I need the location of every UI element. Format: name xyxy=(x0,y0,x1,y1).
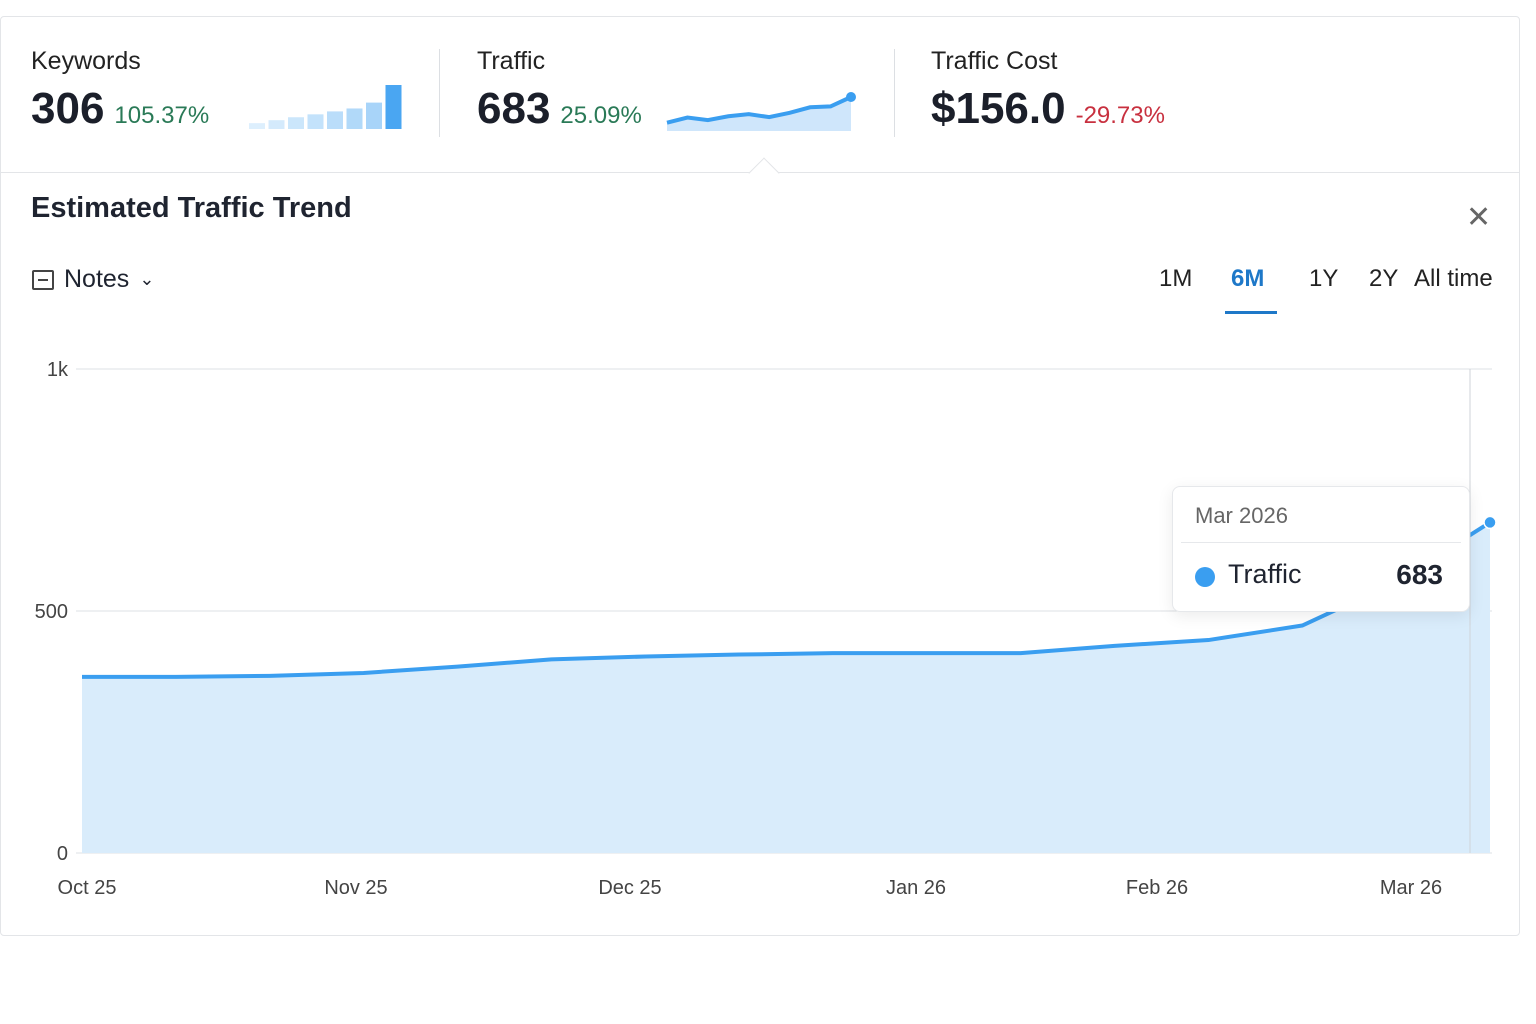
tab-6m[interactable]: 6M xyxy=(1231,265,1265,292)
metric-value: 306 xyxy=(31,84,105,133)
hover-point xyxy=(1483,515,1497,530)
metric-change: 25.09% xyxy=(560,102,642,129)
metric-label: Traffic Cost xyxy=(931,47,1058,75)
spark-bar xyxy=(385,85,402,129)
chevron-down-icon: ⌄ xyxy=(139,269,155,289)
notes-dropdown[interactable]: Notes ⌄ xyxy=(32,265,154,294)
notes-label: Notes xyxy=(64,265,130,293)
spark-bar xyxy=(268,120,285,129)
panel-title: Estimated Traffic Trend xyxy=(31,192,352,224)
traffic-line xyxy=(82,520,1492,679)
x-tick-label: Feb 26 xyxy=(1126,877,1188,899)
spark-bar xyxy=(307,114,324,129)
spark-area xyxy=(667,97,851,131)
metric-label: Keywords xyxy=(31,47,141,75)
traffic-area xyxy=(82,522,1490,853)
chart-tooltip: Mar 2026 Traffic 683 xyxy=(1172,486,1470,612)
metric-value: $156.0 xyxy=(931,84,1066,133)
divider xyxy=(1181,542,1461,543)
close-icon[interactable]: ✕ xyxy=(1466,201,1492,234)
divider xyxy=(894,49,895,137)
traffic-chart[interactable]: 0 500 1k Oct 25 Nov 25 Dec 25 Jan 26 Feb 26 Mar … xyxy=(0,340,1536,920)
x-tick-label: Oct 25 xyxy=(58,877,117,899)
traffic-sparkline xyxy=(666,92,856,131)
tab-all-time[interactable]: All time xyxy=(1414,265,1493,292)
x-tick-label: Dec 25 xyxy=(598,877,661,899)
tab-2y[interactable]: 2Y xyxy=(1369,265,1399,292)
x-tick-label: Mar 26 xyxy=(1380,877,1442,899)
active-tab-underline xyxy=(1225,311,1277,314)
keywords-sparkline xyxy=(249,85,402,129)
metric-traffic-cost[interactable]: Traffic Cost $156.0 -29.73% xyxy=(931,47,1165,134)
metric-value: 683 xyxy=(477,84,551,133)
metrics-bar: Keywords 306 105.37% Traffic 683 25.09% Tr… xyxy=(1,17,1519,173)
tooltip-date: Mar 2026 xyxy=(1195,503,1288,528)
tooltip-series: Traffic xyxy=(1228,559,1302,589)
y-tick-label: 0 xyxy=(57,843,68,865)
spark-bar xyxy=(327,111,343,129)
divider xyxy=(439,49,440,137)
spark-bar xyxy=(288,117,304,129)
metric-change: -29.73% xyxy=(1075,102,1165,129)
metric-keywords[interactable]: Keywords 306 105.37% xyxy=(31,47,209,134)
spark-end-dot xyxy=(846,92,856,102)
y-tick-label: 1k xyxy=(47,359,69,381)
x-tick-label: Jan 26 xyxy=(886,877,946,899)
series-dot-icon xyxy=(1195,567,1215,587)
notes-icon xyxy=(32,269,54,290)
metric-label: Traffic xyxy=(477,47,546,75)
spark-bar xyxy=(346,108,363,129)
spark-line xyxy=(666,95,852,125)
spark-bar xyxy=(249,123,265,129)
spark-bar xyxy=(366,102,382,129)
tab-1y[interactable]: 1Y xyxy=(1309,265,1339,292)
tab-1m[interactable]: 1M xyxy=(1159,265,1193,292)
metric-traffic[interactable]: Traffic 683 25.09% xyxy=(477,47,642,134)
x-tick-label: Nov 25 xyxy=(324,877,387,899)
tooltip-value: 683 xyxy=(1396,559,1443,590)
y-tick-label: 500 xyxy=(35,601,68,623)
metric-change: 105.37% xyxy=(114,102,210,129)
